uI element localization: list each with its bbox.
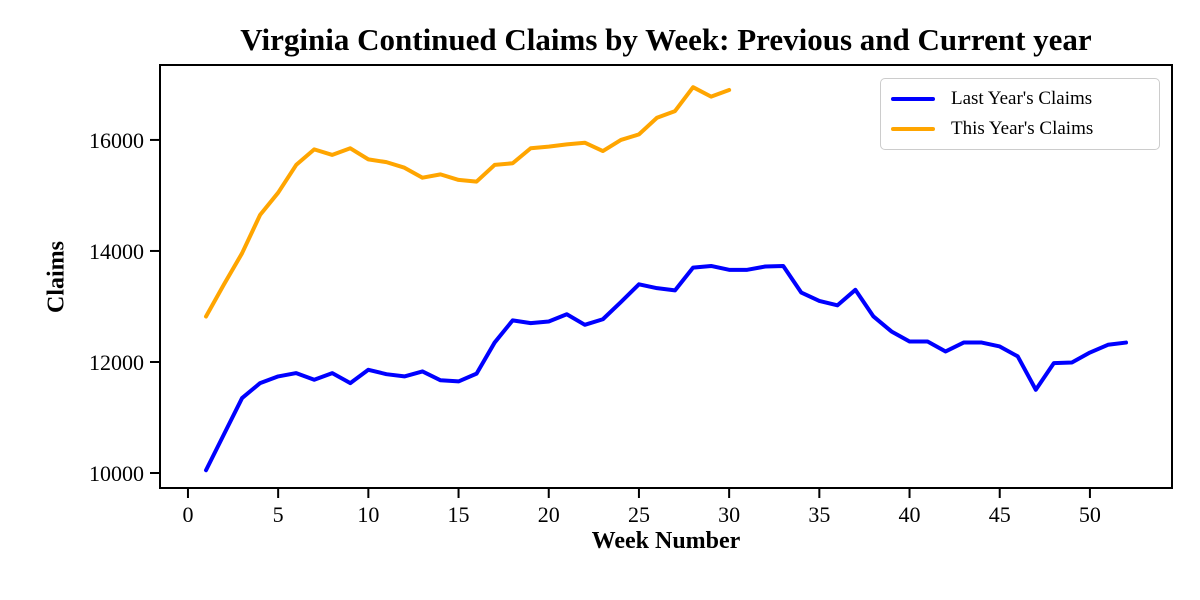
chart-title: Virginia Continued Claims by Week: Previ… — [240, 22, 1092, 57]
x-tick-label: 40 — [899, 502, 921, 527]
legend-label-this-year: This Year's Claims — [951, 118, 1094, 139]
y-tick-label: 12000 — [89, 350, 144, 375]
y-tick-label: 10000 — [89, 461, 144, 486]
x-tick-label: 5 — [273, 502, 284, 527]
y-tick-label: 16000 — [89, 128, 144, 153]
x-tick-label: 25 — [628, 502, 650, 527]
series-line-last-year — [204, 263, 1128, 473]
x-tick-label: 0 — [182, 502, 193, 527]
x-tick-label: 35 — [808, 502, 830, 527]
x-tick-label: 30 — [718, 502, 740, 527]
x-tick-label: 15 — [448, 502, 470, 527]
axes-frame — [159, 64, 1173, 489]
legend: Last Year's Claims This Year's Claims — [880, 78, 1160, 150]
x-tick-label: 10 — [357, 502, 379, 527]
x-tick-label: 45 — [989, 502, 1011, 527]
legend-line-swatch-last-year — [891, 97, 935, 101]
y-axis-label: Claims — [43, 241, 70, 313]
y-tick-label: 14000 — [89, 239, 144, 264]
x-tick-label: 50 — [1079, 502, 1101, 527]
x-axis-label: Week Number — [591, 528, 741, 554]
legend-item-this-year: This Year's Claims — [891, 118, 1149, 140]
legend-label-last-year: Last Year's Claims — [951, 88, 1093, 109]
x-tick-label: 20 — [538, 502, 560, 527]
legend-item-last-year: Last Year's Claims — [891, 88, 1149, 110]
series-line-this-year — [204, 85, 732, 319]
legend-line-swatch-this-year — [891, 127, 935, 131]
